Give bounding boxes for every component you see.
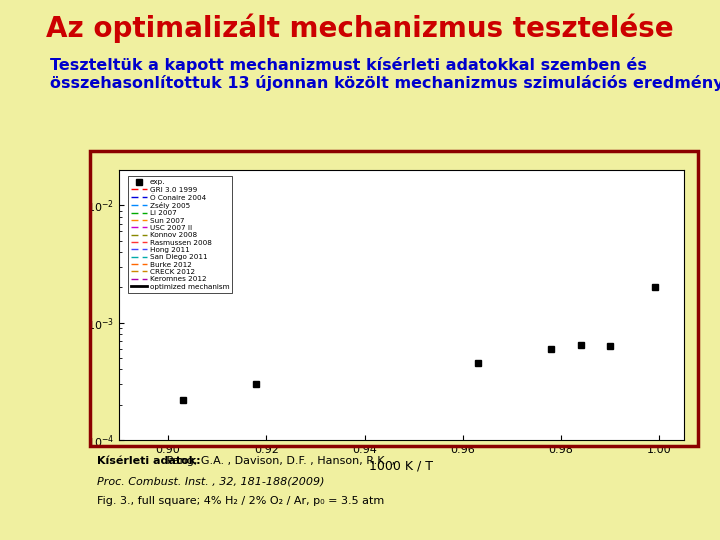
Text: Kísérleti adatok:: Kísérleti adatok: [97, 456, 201, 467]
Text: Proc. Combust. Inst. , 32, 181-188(2009): Proc. Combust. Inst. , 32, 181-188(2009) [97, 477, 325, 487]
Text: Teszteltük a kapott mechanizmust kísérleti adatokkal szemben és
összehasonlított: Teszteltük a kapott mechanizmust kísérle… [50, 57, 720, 91]
Text: Az optimalizált mechanizmus tesztelése: Az optimalizált mechanizmus tesztelése [46, 14, 674, 43]
Text: Pang, G.A. , Davison, D.F. , Hanson, R.K. ,: Pang, G.A. , Davison, D.F. , Hanson, R.K… [163, 456, 395, 467]
Legend: exp., GRI 3.0 1999, Ó Conaire 2004, Zsély 2005, Li 2007, Sun 2007, USC 2007 II, : exp., GRI 3.0 1999, Ó Conaire 2004, Zsél… [128, 177, 233, 293]
Text: Fig. 3., full square; 4% H₂ / 2% O₂ / Ar, p₀ = 3.5 atm: Fig. 3., full square; 4% H₂ / 2% O₂ / Ar… [97, 496, 384, 506]
X-axis label: 1000 K / T: 1000 K / T [369, 459, 433, 472]
